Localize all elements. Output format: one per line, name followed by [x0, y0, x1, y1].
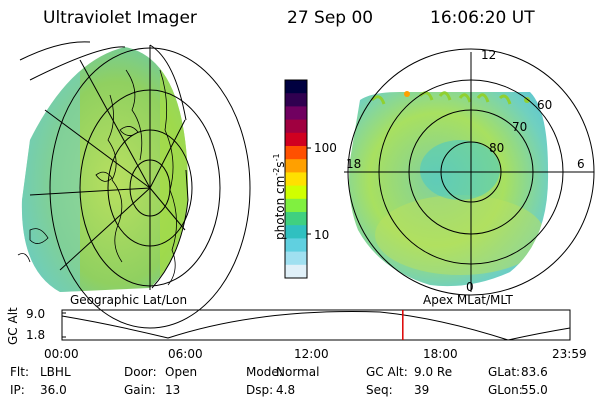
image-time: 16:06:20 UT [430, 8, 535, 28]
colorbar-segment [285, 80, 307, 94]
colorbar-segment [285, 251, 307, 266]
param-key: IP: [10, 383, 25, 397]
param-value: 13 [165, 383, 181, 397]
instrument-title: Ultraviolet Imager [43, 8, 197, 28]
mlt-label-6: 6 [577, 157, 585, 171]
param-key: Flt: [10, 365, 29, 379]
colorbar-segment [285, 119, 307, 134]
colorbar-segment [285, 159, 307, 173]
param-value: 36.0 [40, 383, 67, 397]
altitude-ytick-1: 1.8 [26, 328, 46, 342]
param-value: 39 [414, 383, 430, 397]
altitude-plot [61, 309, 571, 341]
colorbar-segment [285, 172, 307, 187]
colorbar-tick-100: 100 [314, 141, 337, 155]
param-value: Open [165, 365, 198, 379]
param-key: Mode: [246, 365, 283, 379]
right-panel-caption: Apex MLat/MLT [423, 293, 513, 307]
param-value: LBHL [40, 365, 71, 379]
colorbar-segment [285, 198, 307, 213]
colorbar-segment [285, 185, 307, 200]
altitude-ytick-9: 9.0 [26, 307, 46, 321]
colorbar-segment [285, 146, 307, 160]
param-key: Seq: [366, 383, 393, 397]
mlt-label-18: 18 [346, 157, 362, 171]
mlt-label-0: 0 [466, 280, 474, 294]
mlt-label-12: 12 [481, 48, 497, 62]
xtick-2359: 23:59 [552, 347, 587, 361]
colorbar-segment [285, 106, 307, 121]
image-date: 27 Sep 00 [287, 8, 374, 28]
colorbar-segment [285, 238, 307, 253]
param-value: 9.0 Re [414, 365, 453, 379]
orbit-altitude-curve [61, 311, 571, 341]
colorbar-segment [285, 264, 307, 279]
mlat-label-70: 70 [512, 120, 528, 134]
param-key: GLat: [488, 365, 521, 379]
mlat-label-80: 80 [489, 141, 505, 155]
colorbar-segment [285, 132, 307, 147]
xtick-1800: 18:00 [423, 347, 458, 361]
param-key: Dsp: [246, 383, 274, 397]
colorbar-tick-10: 10 [314, 228, 330, 242]
param-key: GLon: [488, 383, 523, 397]
xtick-0600: 06:00 [168, 347, 203, 361]
param-key: Door: [124, 365, 157, 379]
param-key: GC Alt: [366, 365, 408, 379]
xtick-1200: 12:00 [294, 347, 329, 361]
colorbar-segment [285, 212, 307, 226]
colorbar-segment [285, 225, 307, 239]
param-value: Normal [276, 365, 320, 379]
colorbar-segment [285, 93, 307, 107]
param-value: 4.8 [276, 383, 296, 397]
xtick-0000: 00:00 [44, 347, 79, 361]
left-panel-caption: Geographic Lat/Lon [70, 293, 188, 307]
colorbar [284, 79, 311, 279]
mlat-label-60: 60 [537, 98, 553, 112]
param-key: Gain: [124, 383, 156, 397]
param-value: 55.0 [521, 383, 548, 397]
param-value: 83.6 [521, 365, 548, 379]
